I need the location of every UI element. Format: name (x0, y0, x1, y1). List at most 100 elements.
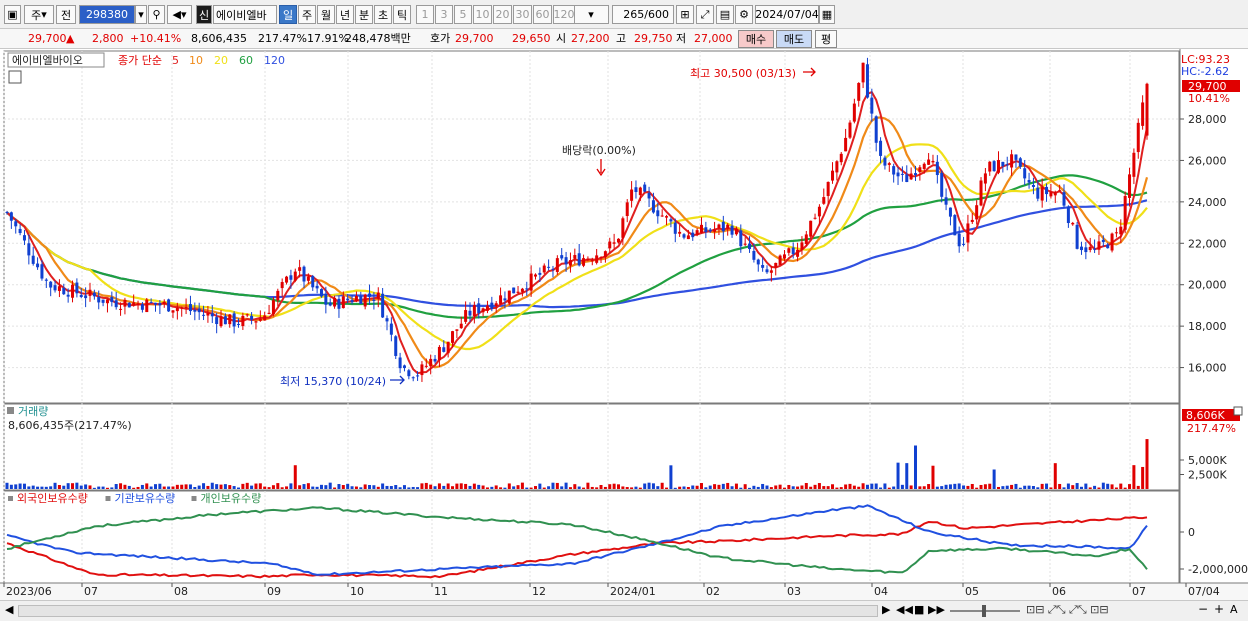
candle-body-113 (494, 303, 498, 307)
volume-bar-57 (250, 485, 254, 489)
scroll-right-icon[interactable]: ▶ (882, 603, 891, 616)
prev-button[interactable]: 전 (56, 5, 76, 24)
candle-body-32 (140, 304, 144, 310)
volume-bar-191 (835, 487, 839, 489)
period-tab-6[interactable]: 초 (374, 5, 392, 24)
candle-body-184 (804, 234, 808, 244)
volume-bar-7 (31, 485, 35, 489)
candle-body-256 (1119, 226, 1123, 235)
volume-bar-210 (918, 486, 922, 489)
interval-select[interactable]: ▾ (573, 5, 609, 24)
gear-icon[interactable]: ⚙ (735, 5, 753, 24)
stock-chart[interactable]: 에이비엘바이오 종가 단순 5 10 20 60 120 LC:93.23 HC:-2.… (0, 49, 1248, 600)
candle-body-121 (529, 273, 533, 291)
candle-body-10 (44, 279, 48, 281)
save-icon[interactable]: ▤ (716, 5, 734, 24)
volume-bar-17 (75, 482, 79, 489)
zoom-in-icon[interactable]: + (1214, 602, 1225, 616)
stop-icon[interactable]: ■ (914, 603, 925, 616)
candle-body-133 (582, 258, 586, 266)
volume-bar-222 (970, 483, 974, 489)
zoom-out-icon[interactable]: − (1198, 602, 1209, 616)
eval-button[interactable]: 평 (815, 30, 837, 48)
price-axis: 28,000 26,000 24,000 22,000 20,000 18,000 16,0… (1180, 113, 1227, 375)
date-input[interactable]: 2024/07/04 (755, 5, 819, 24)
minute-tab-20[interactable]: 20 (493, 5, 512, 24)
candle-body-97 (424, 365, 428, 367)
candle-body-66 (289, 275, 293, 280)
volume-bar-54 (236, 487, 240, 489)
sell-button[interactable]: 매도 (776, 30, 812, 48)
candle-body-124 (542, 265, 546, 273)
volume-bar-211 (922, 486, 926, 489)
candle-body-221 (966, 223, 970, 243)
chart-scrollbar[interactable]: ◀ ▶ ◀◀ ■ ▶▶ ⊡⊟ ⤢⤡ ⤢⤡ ⊡⊟ − + A (0, 600, 1248, 621)
scroll-track[interactable] (18, 605, 878, 617)
code-dropdown-icon[interactable]: ▾ (135, 5, 147, 24)
period-tab-4[interactable]: 년 (336, 5, 354, 24)
period-tab-1[interactable]: 일 (279, 5, 297, 24)
candle-body-175 (765, 269, 769, 273)
volume-bar-214 (935, 486, 939, 489)
speaker-icon[interactable]: ◀▾ (167, 5, 192, 24)
volume-value: 8,606,435 (191, 32, 247, 45)
candle-body-108 (472, 305, 476, 317)
panel-close-icon[interactable] (1233, 406, 1243, 416)
minute-tab-120[interactable]: 120 (553, 5, 575, 24)
volume-bar-179 (782, 487, 786, 489)
code-input[interactable]: 298380 (79, 5, 135, 24)
candle-body-102 (446, 341, 450, 354)
minute-tab-1[interactable]: 1 (416, 5, 434, 24)
draw-tool-icon[interactable]: ⤢ (696, 5, 714, 24)
zoom-slider-handle[interactable] (982, 605, 986, 617)
volume-bar-224 (979, 484, 983, 489)
period-tab-2[interactable]: 주 (298, 5, 316, 24)
rewind-icon[interactable]: ◀◀ (896, 603, 913, 616)
candle-body-84 (368, 293, 372, 297)
ma-legend-title: 종가 단순 (118, 54, 162, 67)
volume-bar-25 (110, 487, 114, 489)
stock-name-tag[interactable] (7, 52, 105, 68)
market-select[interactable]: 주 ▾ (24, 5, 54, 24)
scroll-left-icon[interactable]: ◀ (5, 603, 14, 616)
window-icon[interactable]: ▣ (4, 5, 21, 24)
auto-scale-icon[interactable]: A (1230, 603, 1238, 616)
volume-bar-95 (416, 487, 420, 489)
minute-tab-3[interactable]: 3 (435, 5, 453, 24)
candle-body-200 (874, 116, 878, 143)
candle-body-118 (516, 291, 520, 293)
volume-bar-182 (796, 486, 800, 489)
volume-bar-171 (748, 487, 752, 489)
minute-tab-30[interactable]: 30 (513, 5, 532, 24)
stock-name-field[interactable]: 에이비엘바 (213, 5, 277, 24)
volume-bar-35 (154, 484, 158, 489)
dividend-arrow-icon (596, 159, 606, 177)
volume-bar-107 (468, 485, 472, 489)
count-input[interactable]: 265/600 (612, 5, 674, 24)
minute-tab-10[interactable]: 10 (473, 5, 492, 24)
calendar-icon[interactable]: ▦ (819, 5, 835, 24)
minute-tab-5[interactable]: 5 (454, 5, 472, 24)
volume-bar-151 (660, 482, 664, 489)
search-icon[interactable]: ⚲ (148, 5, 165, 24)
grid-toggle-icon[interactable] (8, 70, 22, 84)
date-label-7: 12 (532, 585, 546, 598)
volume-bar-51 (223, 484, 227, 489)
volume-bar-228 (996, 486, 1000, 489)
candle-body-199 (870, 97, 874, 114)
minute-tab-60[interactable]: 60 (533, 5, 552, 24)
indicator-icon[interactable]: ⊞ (676, 5, 694, 24)
layout-icons[interactable]: ⊡⊟ ⤢⤡ ⤢⤡ ⊡⊟ (1026, 603, 1109, 616)
period-tab-5[interactable]: 분 (355, 5, 373, 24)
period-tab-3[interactable]: 월 (317, 5, 335, 24)
fast-forward-icon[interactable]: ▶▶ (928, 603, 945, 616)
volume-bar-99 (433, 486, 437, 489)
buy-button[interactable]: 매수 (738, 30, 774, 48)
candle-body-90 (394, 336, 398, 356)
panel-handle-icon[interactable] (7, 407, 14, 414)
volume-bar-168 (734, 483, 738, 489)
candle-body-257 (1123, 196, 1127, 230)
volume-bar-241 (1053, 463, 1057, 489)
candle-body-75 (328, 302, 332, 306)
period-tab-7[interactable]: 틱 (393, 5, 411, 24)
